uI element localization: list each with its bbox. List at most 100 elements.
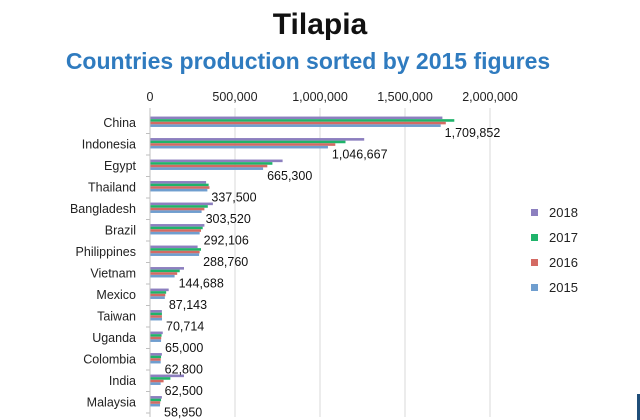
bar-2015 — [150, 210, 202, 213]
data-label: 62,500 — [165, 384, 203, 398]
bar-2017 — [150, 183, 209, 187]
bar-2018 — [150, 396, 162, 399]
bar-2016 — [150, 379, 164, 383]
chart-title: Tilapia — [272, 8, 368, 41]
bar-2015 — [150, 188, 208, 192]
category-label: Bangladesh — [70, 202, 136, 216]
bar-2018 — [150, 138, 365, 141]
bar-2017 — [150, 398, 162, 402]
bar-2015 — [150, 403, 161, 407]
category-label: Egypt — [104, 159, 136, 173]
bar-2015 — [150, 145, 328, 149]
legend: 2018 2017 2016 2015 — [531, 205, 578, 295]
bar-2018 — [150, 116, 443, 120]
x-tick-label: 500,000 — [212, 90, 257, 104]
data-label: 665,300 — [267, 169, 312, 183]
bar-2016 — [150, 336, 162, 340]
bar-2015 — [150, 167, 264, 170]
x-tick-label: 1,500,000 — [377, 90, 433, 104]
legend-label: 2018 — [549, 205, 578, 220]
data-label: 292,106 — [204, 233, 249, 247]
bar-2016 — [150, 229, 201, 232]
legend-swatch-2018 — [531, 209, 538, 216]
bar-2017 — [150, 248, 201, 251]
category-label: Colombia — [83, 352, 136, 366]
bar-2016 — [150, 143, 336, 146]
bar-2017 — [150, 205, 208, 208]
chart-subtitle: Countries production sorted by 2015 figu… — [65, 48, 551, 74]
bar-2018 — [150, 288, 169, 292]
bar-2015 — [150, 317, 163, 321]
bar-2018 — [150, 159, 283, 163]
bar-2017 — [150, 312, 162, 316]
category-label: Malaysia — [87, 395, 136, 409]
category-label: China — [103, 116, 136, 130]
data-label: 70,714 — [166, 319, 204, 333]
category-label: Taiwan — [97, 309, 136, 323]
bar-2015 — [150, 274, 175, 278]
legend-label: 2015 — [549, 280, 578, 295]
bar-2018 — [150, 181, 207, 184]
x-tick-label: 0 — [147, 90, 154, 104]
bar-2016 — [150, 272, 178, 275]
bar-2015 — [150, 360, 161, 364]
data-label: 337,500 — [211, 190, 256, 204]
legend-swatch-2015 — [531, 284, 538, 291]
bar-2018 — [150, 267, 184, 270]
bar-2016 — [150, 121, 446, 125]
bar-2016 — [150, 358, 161, 361]
bar-2016 — [150, 401, 161, 404]
bar-2017 — [150, 162, 273, 165]
bar-2018 — [150, 353, 162, 356]
category-label: Uganda — [92, 331, 136, 345]
x-tick-label: 2,000,000 — [462, 90, 518, 104]
bar-2015 — [150, 382, 161, 385]
bars-layer — [150, 116, 455, 407]
bar-2015 — [150, 253, 200, 256]
category-label: Philippines — [76, 245, 136, 259]
legend-label: 2017 — [549, 230, 578, 245]
category-label: Thailand — [88, 180, 136, 194]
data-label: 1,046,667 — [332, 147, 388, 161]
axis-layer: 0 500,000 1,000,000 1,500,000 2,000,000 — [146, 90, 518, 417]
bar-2017 — [150, 140, 346, 144]
bar-2017 — [150, 119, 455, 122]
category-label: Mexico — [96, 288, 136, 302]
data-label: 87,143 — [169, 298, 207, 312]
bar-2018 — [150, 245, 198, 249]
bar-2018 — [150, 374, 184, 378]
legend-swatch-2017 — [531, 234, 538, 241]
data-label: 144,688 — [179, 276, 224, 290]
category-label: Vietnam — [90, 266, 136, 280]
bar-2015 — [150, 231, 200, 235]
bar-2016 — [150, 207, 205, 211]
bar-2017 — [150, 226, 203, 230]
bar-2018 — [150, 310, 162, 313]
data-label: 58,950 — [164, 405, 202, 419]
category-label: Brazil — [105, 223, 136, 237]
bar-2018 — [150, 331, 163, 335]
data-label: 288,760 — [203, 255, 248, 269]
bar-2015 — [150, 296, 165, 299]
data-label: 1,709,852 — [445, 126, 501, 140]
bar-2015 — [150, 339, 162, 342]
legend-label: 2016 — [549, 255, 578, 270]
x-tick-label: 1,000,000 — [292, 90, 348, 104]
bar-2017 — [150, 334, 162, 337]
category-label: India — [109, 374, 136, 388]
data-label: 65,000 — [165, 341, 203, 355]
bar-2015 — [150, 124, 441, 127]
bar-2018 — [150, 202, 213, 206]
bar-2017 — [150, 377, 171, 380]
data-label: 62,800 — [165, 362, 203, 376]
corner-decoration — [637, 394, 640, 420]
category-label: Indonesia — [82, 137, 136, 151]
bar-2016 — [150, 250, 200, 254]
bar-2016 — [150, 315, 162, 318]
bar-2017 — [150, 291, 167, 294]
bar-2016 — [150, 164, 268, 168]
bar-2016 — [150, 293, 166, 297]
data-label: 303,520 — [206, 212, 251, 226]
bar-2017 — [150, 355, 162, 359]
